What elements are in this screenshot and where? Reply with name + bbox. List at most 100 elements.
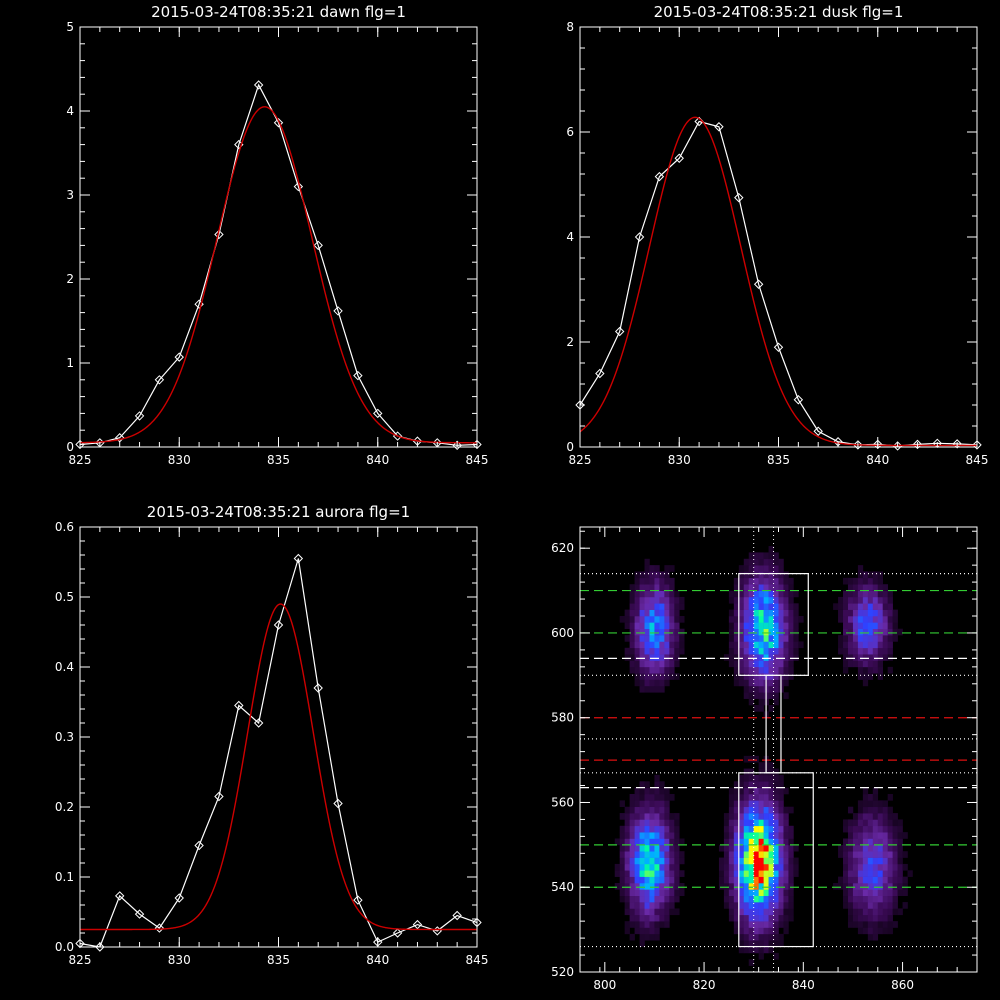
heatmap-cell xyxy=(867,844,874,852)
heatmap-cell xyxy=(728,628,735,636)
heatmap-cell xyxy=(778,622,784,630)
heatmap-cell xyxy=(748,781,754,788)
heatmap-cell xyxy=(738,622,745,630)
heatmap-cell xyxy=(783,641,789,649)
heatmap-cell xyxy=(629,584,635,591)
heatmap-cell xyxy=(862,800,869,808)
heatmap-cell xyxy=(748,590,754,598)
heatmap-cell xyxy=(639,660,645,668)
heatmap-cell xyxy=(843,851,849,858)
heatmap-cell xyxy=(624,813,630,820)
heatmap-cell xyxy=(743,647,750,655)
heatmap-cell xyxy=(877,851,884,858)
heatmap-cell xyxy=(634,902,640,909)
heatmap-cell xyxy=(758,844,764,852)
heatmap-cell xyxy=(763,876,769,884)
heatmap-cell xyxy=(758,577,764,585)
heatmap-cell xyxy=(644,806,650,814)
heatmap-cell xyxy=(768,927,774,935)
heatmap-cell xyxy=(843,654,849,661)
heatmap-cell xyxy=(748,857,754,865)
heatmap-cell xyxy=(748,863,754,871)
heatmap-cell xyxy=(877,819,884,827)
heatmap-cell xyxy=(733,876,740,884)
heatmap-cell xyxy=(644,870,650,877)
heatmap-cell xyxy=(758,698,764,706)
heatmap-cell xyxy=(862,660,869,668)
heatmap-cell xyxy=(882,832,888,839)
heatmap-cell xyxy=(758,946,764,954)
heatmap-cell xyxy=(669,889,675,897)
heatmap-cell xyxy=(852,616,859,623)
heatmap-cell xyxy=(679,870,685,877)
heatmap-cell xyxy=(629,647,635,655)
heatmap-cell xyxy=(738,895,745,903)
heatmap-cell xyxy=(733,851,740,858)
heatmap-cell xyxy=(768,558,774,566)
heatmap-cell xyxy=(718,844,725,852)
data-point-marker xyxy=(452,440,462,451)
heatmap-cell xyxy=(639,863,645,871)
heatmap-cell xyxy=(634,838,640,846)
heatmap-cell xyxy=(897,838,903,846)
data-point-marker xyxy=(313,683,323,693)
heatmap-cell xyxy=(733,622,740,630)
heatmap-cell xyxy=(758,673,764,680)
heatmap-cell xyxy=(783,647,789,655)
heatmap-cell xyxy=(783,832,789,839)
heatmap-cell xyxy=(763,781,769,788)
x-tick-label: 845 xyxy=(466,453,489,467)
heatmap-cell xyxy=(644,787,650,795)
heatmap-cell xyxy=(614,863,620,871)
heatmap-cell xyxy=(644,781,650,788)
heatmap-cell xyxy=(748,565,754,572)
heatmap-cell xyxy=(659,902,665,909)
heatmap-cell xyxy=(664,673,670,680)
heatmap-cell xyxy=(758,685,764,693)
heatmap-cell xyxy=(773,781,779,788)
heatmap-cell xyxy=(783,603,789,610)
heatmap-cell xyxy=(872,851,879,858)
heatmap-cell xyxy=(674,895,680,903)
heatmap-cell xyxy=(619,863,625,871)
heatmap-cell xyxy=(758,641,764,649)
heatmap-cell xyxy=(728,596,735,604)
heatmap-cell xyxy=(748,908,754,916)
heatmap-cell xyxy=(679,641,685,649)
heatmap-cell xyxy=(624,832,630,839)
heatmap-cell xyxy=(877,647,884,655)
heatmap-cell xyxy=(738,577,745,585)
heatmap-cell xyxy=(624,895,630,903)
heatmap-cell xyxy=(857,622,864,630)
heatmap-cell xyxy=(748,959,754,966)
heatmap-cell xyxy=(778,876,784,884)
heatmap-cell xyxy=(773,857,779,865)
heatmap-cell xyxy=(634,787,640,795)
heatmap-cell xyxy=(664,577,670,585)
heatmap-cell xyxy=(624,921,630,928)
heatmap-cell xyxy=(763,596,769,604)
heatmap-cell xyxy=(758,628,764,636)
heatmap-cell xyxy=(768,762,774,769)
heatmap-cell xyxy=(763,895,769,903)
heatmap-cell xyxy=(887,876,893,884)
heatmap-cell xyxy=(852,590,859,598)
heatmap-cell xyxy=(862,673,869,680)
heatmap-cell xyxy=(862,876,869,884)
heatmap-cell xyxy=(887,647,893,655)
heatmap-cell xyxy=(649,800,655,808)
heatmap-cell xyxy=(728,806,735,814)
heatmap-cell xyxy=(753,806,759,814)
heatmap-cell xyxy=(659,641,665,649)
heatmap-cell xyxy=(664,851,670,858)
heatmap-cell xyxy=(843,641,849,649)
heatmap-cell xyxy=(872,883,879,890)
heatmap-cell xyxy=(857,666,864,674)
x-tick-label: 825 xyxy=(69,453,92,467)
heatmap-cell xyxy=(902,863,908,871)
data-point-marker xyxy=(674,153,684,163)
heatmap-cell xyxy=(838,635,844,642)
heatmap-cell xyxy=(659,609,665,617)
heatmap-cell xyxy=(778,819,784,827)
heatmap-cell xyxy=(753,838,759,846)
